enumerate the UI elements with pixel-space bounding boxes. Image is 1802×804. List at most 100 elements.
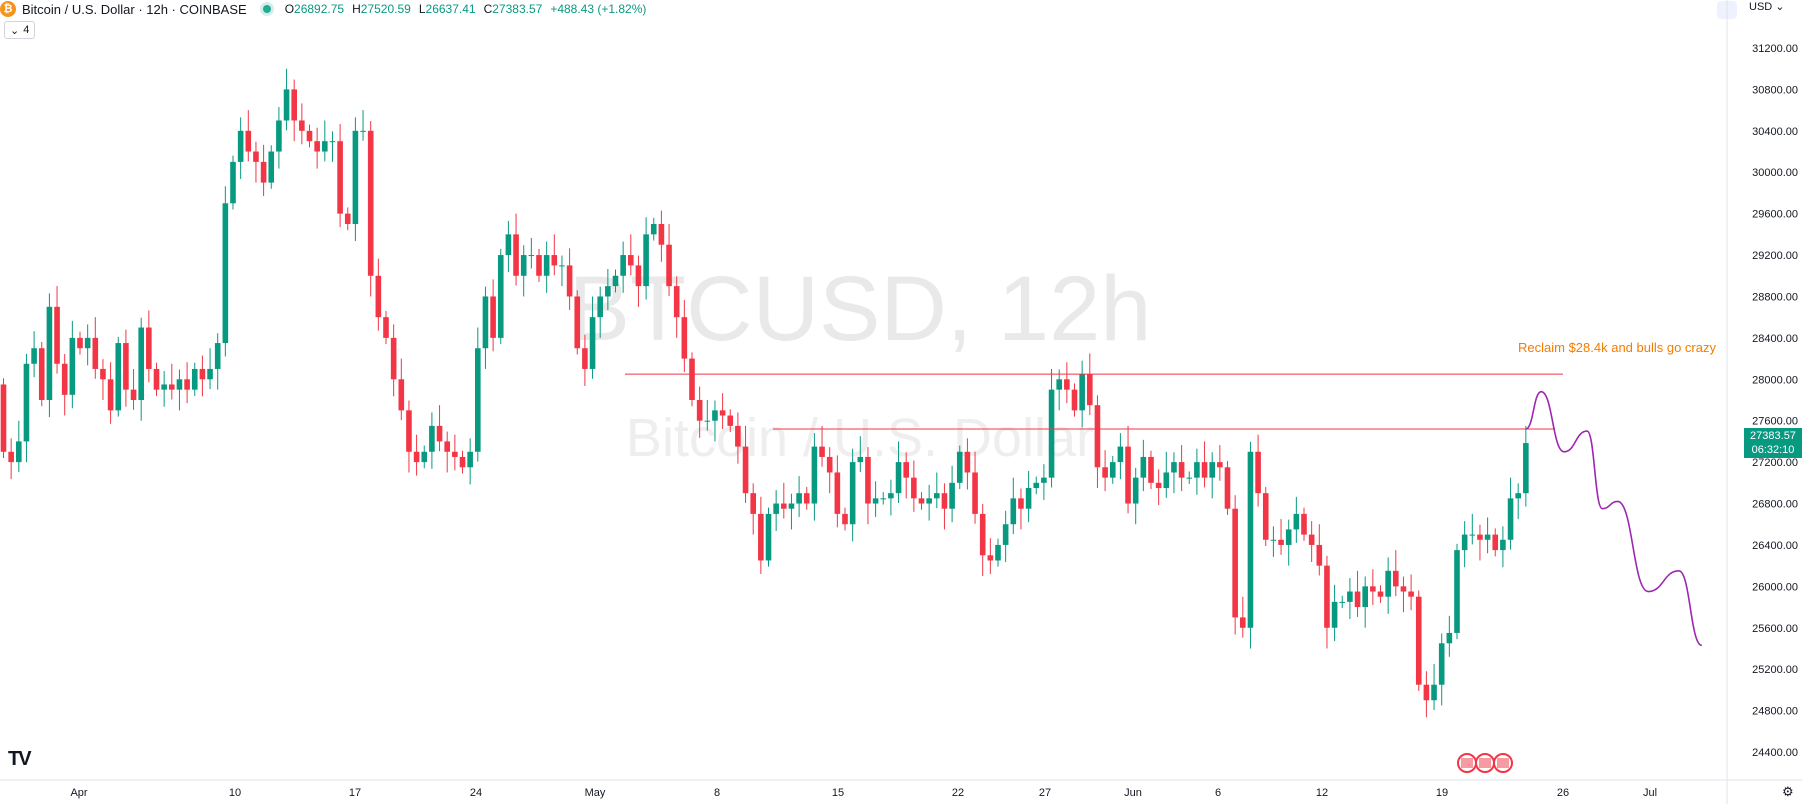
candle	[1377, 585, 1384, 603]
candle	[612, 269, 619, 293]
candle-body	[337, 141, 343, 214]
candle	[1400, 576, 1407, 613]
candle-body	[566, 265, 573, 297]
candle	[390, 324, 397, 397]
settings-gear-icon[interactable]: ⚙	[1782, 784, 1794, 799]
candle-body	[666, 244, 672, 287]
candle	[459, 450, 466, 474]
candle-body	[505, 234, 512, 256]
candle	[1102, 450, 1108, 492]
candle	[1041, 464, 1047, 500]
last-price-label: 27383.57 06:32:10	[1744, 428, 1802, 459]
candle-body	[38, 348, 45, 400]
candle	[796, 476, 802, 517]
candle-body	[237, 130, 244, 162]
time-tick-label: 17	[349, 787, 361, 799]
us-flag-icon[interactable]	[1457, 753, 1513, 773]
candle	[268, 145, 275, 189]
candle-body	[31, 348, 37, 364]
candle-body	[1240, 617, 1246, 628]
candle	[735, 412, 741, 464]
candle-body	[1041, 477, 1047, 483]
candle	[972, 451, 978, 524]
candle	[605, 269, 611, 310]
candle	[1461, 521, 1468, 568]
time-tick-label: 8	[714, 787, 720, 799]
candle	[237, 117, 244, 179]
price-tick-label: 26000.00	[1752, 581, 1798, 593]
candle-body	[1331, 601, 1338, 628]
price-tick-label: 26800.00	[1752, 499, 1798, 511]
candle	[1132, 467, 1139, 525]
indicators-collapse-button[interactable]: ⌄ 4	[4, 21, 36, 39]
tradingview-logo-icon[interactable]: TV	[8, 748, 32, 770]
candle-body	[383, 317, 389, 338]
candle-body	[314, 141, 320, 152]
candle-body	[628, 255, 634, 266]
candle	[1240, 596, 1246, 638]
candle	[406, 400, 412, 473]
candle-body	[23, 363, 30, 442]
candle	[995, 538, 1001, 567]
candle-body	[987, 555, 994, 561]
candle-body	[390, 337, 397, 380]
candle-body	[367, 130, 374, 276]
candle	[1431, 664, 1437, 711]
candle	[444, 431, 450, 473]
candle-body	[490, 296, 496, 338]
time-axis: Apr 10 17 24 May 8 15 22 27 Jun 6 12 19 26 Jul	[70, 787, 1657, 799]
candle	[115, 336, 122, 417]
candle	[911, 460, 917, 512]
candle	[1087, 353, 1093, 416]
candle-body	[1079, 374, 1085, 411]
candle-body	[1354, 591, 1361, 608]
time-tick-label: 27	[1039, 787, 1051, 799]
candle	[1347, 578, 1353, 619]
candle-body	[1484, 534, 1491, 540]
candle-body	[689, 358, 695, 400]
candle-body	[696, 400, 703, 421]
time-tick-label: May	[585, 787, 606, 799]
candle	[979, 504, 986, 576]
candle-body	[1301, 513, 1307, 535]
symbol-title[interactable]: Bitcoin / U.S. Dollar · 12h · COINBASE	[22, 1, 247, 17]
candle-body	[1400, 586, 1407, 592]
candle-body	[834, 472, 841, 514]
candle	[1393, 550, 1399, 597]
currency-select[interactable]: USD ⌄	[1749, 1, 1785, 13]
candle-body	[222, 203, 229, 344]
candle-body	[956, 451, 963, 483]
candle-body	[92, 337, 99, 369]
candle-body	[176, 379, 183, 390]
candle	[497, 248, 504, 345]
candle-body	[551, 255, 558, 266]
last-price-value: 27383.57	[1750, 430, 1796, 443]
candle	[352, 117, 359, 242]
candle	[758, 496, 764, 574]
candle-body	[972, 472, 978, 514]
candle-body	[1117, 446, 1124, 463]
candle-body	[880, 498, 887, 500]
candle	[1492, 528, 1499, 557]
candle-body	[199, 368, 206, 380]
candle-body	[107, 379, 114, 411]
candle	[1507, 477, 1514, 550]
time-tick-label: Jun	[1124, 787, 1142, 799]
price-tick-label: 29600.00	[1752, 209, 1798, 221]
time-tick-label: 10	[229, 787, 241, 799]
candle-body	[276, 120, 282, 152]
candle	[31, 331, 37, 378]
candle	[153, 362, 160, 396]
candle	[92, 317, 99, 379]
price-tick-label: 27200.00	[1752, 457, 1798, 469]
candle-body	[146, 327, 152, 369]
price-tick-label: 24800.00	[1752, 706, 1798, 718]
candle-body	[1163, 472, 1170, 488]
candle	[130, 368, 137, 410]
candle	[566, 248, 573, 310]
candle-body	[1186, 477, 1193, 479]
candle	[635, 255, 642, 307]
candle	[1224, 461, 1231, 515]
price-tick-label: 29200.00	[1752, 250, 1798, 262]
